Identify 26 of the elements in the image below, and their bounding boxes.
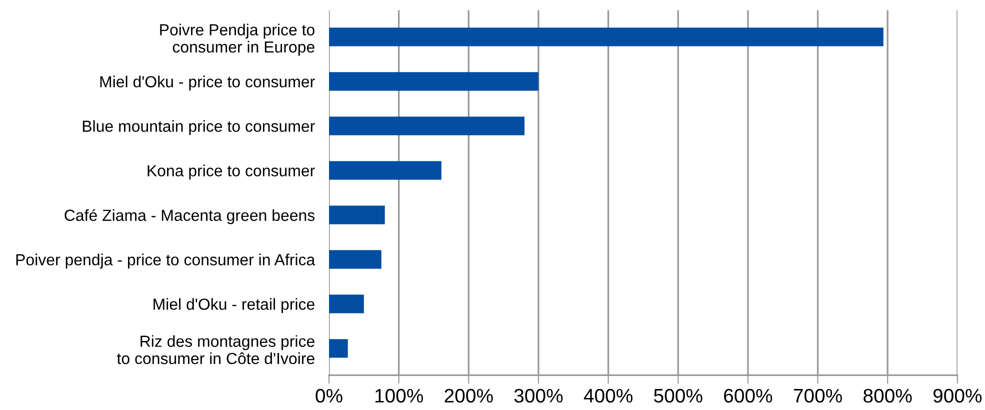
x-tick-label: 300% xyxy=(514,388,563,403)
y-tick-label: Miel d'Oku - price to consumer xyxy=(100,76,315,91)
y-tick-label: Café Ziama - Macenta green beens xyxy=(64,209,315,224)
x-tick-label: 200% xyxy=(444,388,493,403)
x-tick-label: 100% xyxy=(375,388,423,403)
y-tick-label: Miel d'Oku - retail price xyxy=(154,298,314,314)
x-tick-label: 800% xyxy=(864,388,912,403)
bar xyxy=(328,339,348,358)
x-tick-label: 700% xyxy=(794,388,842,403)
x-tick-label: 500% xyxy=(654,388,702,403)
y-tick-label: Poiver pendja - price to consumer in Africa xyxy=(16,254,316,269)
x-tick-label: 600% xyxy=(724,388,772,403)
bar xyxy=(328,294,364,314)
bar xyxy=(328,250,382,269)
y-tick-label: Riz des montagnes price to consumer in Côte d'Ivoire xyxy=(117,335,314,364)
x-tick-label: 900% xyxy=(933,388,982,403)
x-tick-label: 0% xyxy=(316,388,342,403)
bar xyxy=(328,206,385,224)
y-tick-label: Kona price to consumer xyxy=(148,164,315,180)
bar xyxy=(328,28,884,46)
bar xyxy=(328,116,524,136)
bar xyxy=(328,72,538,91)
bar xyxy=(328,161,442,180)
x-tick-label: 400% xyxy=(584,388,632,403)
y-tick-label: Blue mountain price to consumer xyxy=(82,120,315,136)
y-tick-label: Poivre Pendja price to consumer in Europe xyxy=(160,24,314,56)
